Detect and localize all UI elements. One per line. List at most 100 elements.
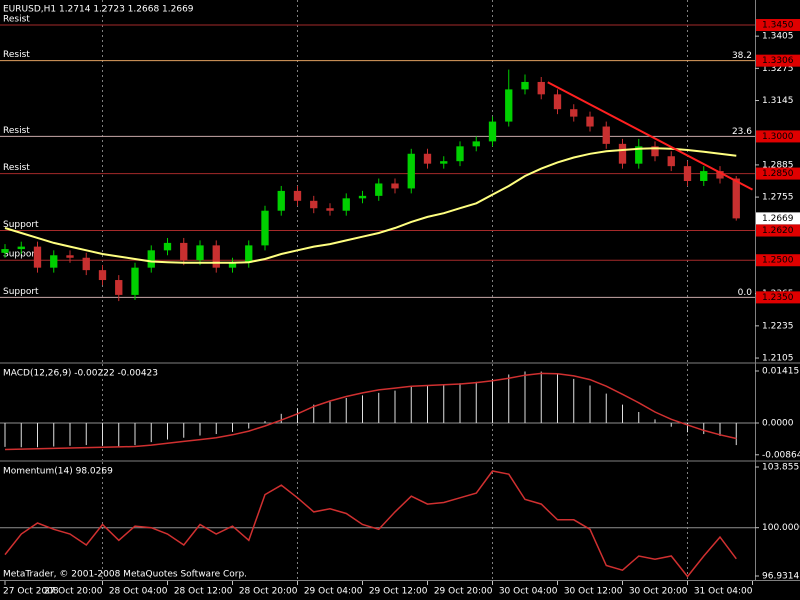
candle-body bbox=[472, 141, 480, 147]
x-tick-label: 30 Oct 04:00 bbox=[499, 587, 558, 597]
x-tick-label: 29 Oct 12:00 bbox=[369, 587, 428, 597]
fib-label: 23.6 bbox=[732, 127, 752, 137]
last-price-box bbox=[756, 212, 800, 225]
candle-body bbox=[310, 200, 318, 209]
fib-label: 0.0 bbox=[738, 288, 753, 298]
level-price-box bbox=[756, 19, 800, 32]
candle-body bbox=[358, 195, 367, 199]
candle-body bbox=[131, 267, 139, 295]
y-tick-label: 96.9314 bbox=[762, 571, 799, 581]
x-tick-label: 29 Oct 20:00 bbox=[434, 587, 493, 597]
y-tick-label: 1.3275 bbox=[762, 64, 794, 74]
y-tick-label: 0.01415 bbox=[762, 366, 799, 376]
y-tick-label: 1.2235 bbox=[762, 321, 794, 331]
candle-body bbox=[180, 242, 188, 261]
candle-body bbox=[66, 255, 74, 258]
panel-title: MACD(12,26,9) -0.00222 -0.00423 bbox=[3, 369, 158, 379]
y-tick-label: 103.8557 bbox=[762, 462, 800, 472]
candle-body bbox=[667, 156, 675, 167]
candle-body bbox=[732, 178, 740, 219]
candle-body bbox=[391, 183, 399, 189]
candle-body bbox=[115, 280, 123, 295]
candle-body bbox=[683, 166, 692, 181]
moving-average bbox=[4, 147, 737, 264]
level-text: Support bbox=[3, 287, 39, 297]
candle-body bbox=[521, 81, 529, 90]
candle-body bbox=[700, 171, 708, 181]
y-tick-label: 100.0000 bbox=[762, 523, 800, 533]
candle-body bbox=[440, 161, 448, 164]
level-text: Resist bbox=[3, 50, 30, 60]
candle-body bbox=[342, 198, 350, 211]
candle-body bbox=[375, 183, 383, 196]
candle-body bbox=[326, 208, 334, 211]
candle-body bbox=[537, 81, 545, 95]
level-price-label: 1.2850 bbox=[762, 169, 794, 179]
level-price-label: 1.2350 bbox=[762, 293, 794, 303]
level-price-box bbox=[756, 224, 800, 237]
candle-body bbox=[163, 242, 172, 251]
candle-body bbox=[212, 245, 220, 268]
level-price-label: 1.3450 bbox=[762, 21, 794, 31]
y-tick-label: 1.2885 bbox=[762, 160, 794, 170]
candle-body bbox=[293, 190, 302, 201]
candle-body bbox=[147, 250, 155, 268]
signal-line bbox=[4, 372, 737, 451]
candle-body bbox=[196, 245, 204, 261]
candle-body bbox=[586, 116, 594, 127]
candle-body bbox=[245, 245, 253, 263]
y-tick-label: 0.0000 bbox=[762, 419, 794, 429]
candle-body bbox=[33, 246, 42, 268]
x-tick-label: 28 Oct 04:00 bbox=[109, 587, 168, 597]
x-tick-label: 28 Oct 20:00 bbox=[239, 587, 298, 597]
level-price-label: 1.2500 bbox=[762, 256, 794, 266]
level-price-box bbox=[756, 54, 800, 67]
candle-body bbox=[82, 257, 90, 271]
candle-body bbox=[635, 146, 643, 164]
candle-body bbox=[277, 190, 285, 211]
last-price-label: 1.2669 bbox=[762, 214, 794, 224]
x-tick-label: 27 Oct 2008 bbox=[3, 587, 59, 597]
y-tick-label: 1.2105 bbox=[762, 354, 794, 364]
panel-title: Momentum(14) 98.0269 bbox=[3, 467, 113, 477]
candle-body bbox=[17, 246, 25, 250]
level-price-box bbox=[756, 130, 800, 143]
level-price-label: 1.2620 bbox=[762, 226, 794, 236]
x-tick-label: 30 Oct 20:00 bbox=[629, 587, 688, 597]
level-text: Resist bbox=[3, 15, 30, 25]
candle-body bbox=[570, 109, 578, 117]
level-price-label: 1.3306 bbox=[762, 56, 794, 66]
y-tick-label: 1.3405 bbox=[762, 32, 794, 42]
copyright: MetaTrader, © 2001-2008 MetaQuotes Softw… bbox=[3, 570, 247, 580]
candle-body bbox=[50, 255, 58, 268]
level-text: Resist bbox=[3, 126, 30, 136]
candle-body bbox=[553, 94, 562, 110]
candle-body bbox=[261, 210, 269, 246]
candle-body bbox=[488, 121, 497, 142]
x-tick-label: 31 Oct 04:00 bbox=[694, 587, 753, 597]
candle-body bbox=[602, 126, 610, 144]
candle-body bbox=[1, 249, 9, 253]
candle-body bbox=[407, 153, 415, 189]
candle-body bbox=[98, 270, 107, 281]
level-price-box bbox=[756, 167, 800, 180]
candle-body bbox=[423, 153, 432, 164]
level-price-label: 1.3000 bbox=[762, 132, 794, 142]
level-price-box bbox=[756, 254, 800, 267]
momentum-line bbox=[4, 470, 737, 578]
x-tick-label: 28 Oct 12:00 bbox=[174, 587, 233, 597]
y-tick-label: 1.3145 bbox=[762, 96, 794, 106]
candle-body bbox=[505, 89, 513, 122]
fib-label: 38.2 bbox=[732, 51, 752, 61]
candle-body bbox=[716, 171, 724, 179]
level-price-box bbox=[756, 291, 800, 304]
level-text: Resist bbox=[3, 163, 30, 173]
y-tick-label: 1.2755 bbox=[762, 193, 794, 203]
x-tick-label: 27 Oct 20:00 bbox=[44, 587, 103, 597]
panel-title: EURUSD,H1 1.2714 1.2723 1.2668 1.2669 bbox=[3, 5, 194, 15]
candle-body bbox=[618, 143, 627, 164]
candle-body bbox=[228, 262, 237, 268]
level-text: Support bbox=[3, 220, 39, 230]
